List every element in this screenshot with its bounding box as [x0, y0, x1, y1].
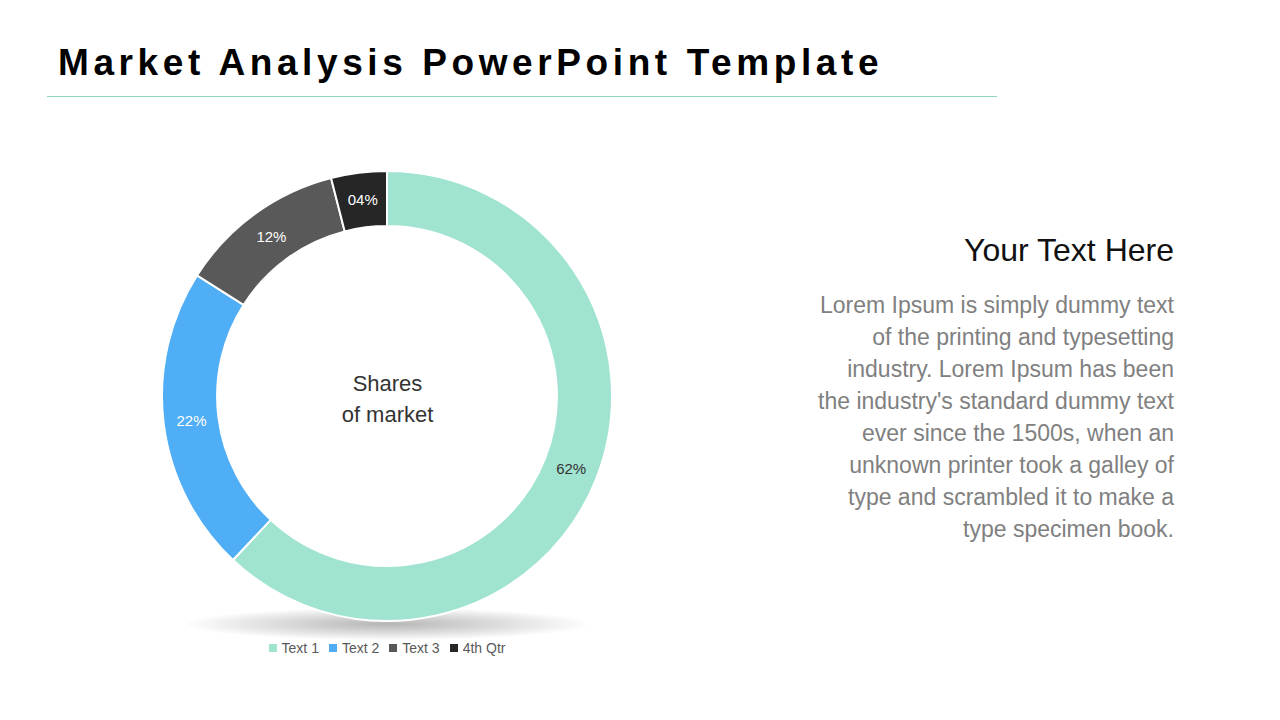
svg-text:22%: 22% — [177, 412, 207, 429]
html-text:Text 3: Text 3 — [402, 640, 440, 656]
svg-text:62%: 62% — [556, 460, 586, 477]
html-text:Text 2: Text 2 — [341, 640, 380, 656]
svg-text:Sharesof market: Sharesof market — [342, 371, 434, 427]
svg-text:12%: 12% — [256, 228, 286, 245]
html-text:Text 1: Text 1 — [281, 640, 319, 656]
html-text:4th Qtr: 4th Qtr — [462, 640, 506, 656]
html-text:Lorem Ipsum is simply dummy te: Lorem Ipsum is simply dummy text of the … — [818, 292, 1174, 542]
html-text:Market Analysis PowerPoint Tem: Market Analysis PowerPoint Template — [58, 42, 884, 83]
svg-text:04%: 04% — [348, 191, 378, 208]
html-text:Your Text Here: Your Text Here — [964, 232, 1174, 268]
